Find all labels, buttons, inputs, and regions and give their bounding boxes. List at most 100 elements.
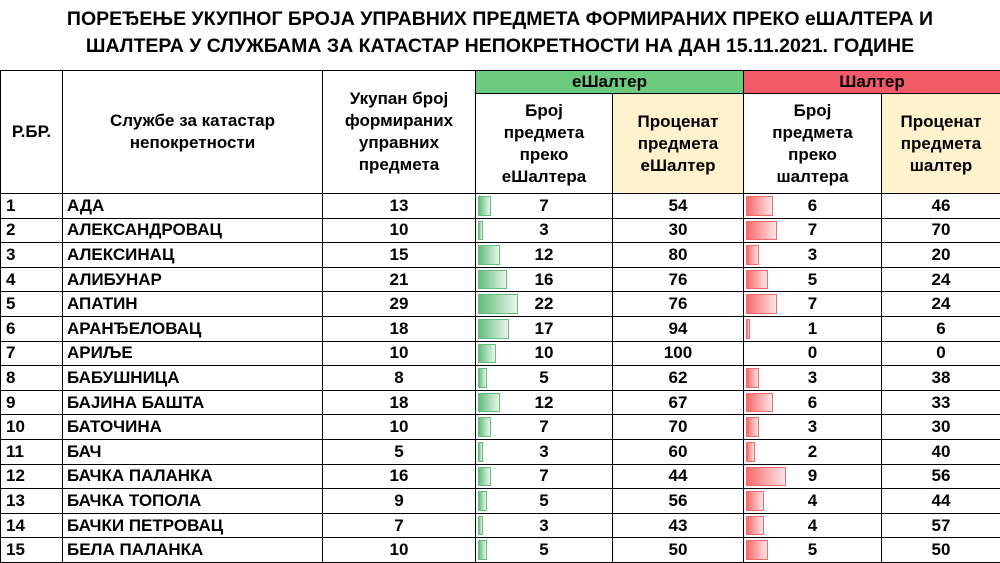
eshalter-count: 3 xyxy=(475,512,613,539)
eshalter-percent: 56 xyxy=(612,488,744,514)
table-row: 7 АРИЉЕ 10 10 100 0 0 xyxy=(0,340,1000,367)
table-row: 9 БАЈИНА БАШТА 18 12 67 6 33 xyxy=(0,389,1000,416)
total-count: 10 xyxy=(322,414,476,440)
shalter-count-value: 9 xyxy=(807,466,818,486)
green-data-bar xyxy=(478,392,500,413)
table-row: 4 АЛИБУНАР 21 16 76 5 24 xyxy=(0,266,1000,293)
row-number: 12 xyxy=(0,463,63,490)
shalter-percent: 56 xyxy=(880,463,1000,490)
shalter-count: 3 xyxy=(743,365,882,391)
green-data-bar xyxy=(478,318,509,339)
row-number: 1 xyxy=(0,193,63,219)
red-data-bar xyxy=(746,368,760,388)
table-row: 13 БАЧКА ТОПОЛА 9 5 56 4 44 xyxy=(0,488,1000,514)
office-name: АЛИБУНАР xyxy=(62,266,323,293)
eshalter-count: 22 xyxy=(475,291,613,317)
eshalter-count-value: 7 xyxy=(539,195,549,215)
table-row: 15 БЕЛА ПАЛАНКА 10 5 50 5 50 xyxy=(0,537,1000,563)
total-count: 5 xyxy=(322,438,476,465)
table-row: 10 БАТОЧИНА 10 7 70 3 30 xyxy=(0,414,1000,440)
eshalter-percent: 62 xyxy=(612,365,744,391)
total-count: 13 xyxy=(322,193,476,219)
table-body: 1 АДА 13 7 54 6 46 2 АЛЕКСАНДРОВАЦ 10 3 30 7 70 3 АЛЕКС… xyxy=(0,193,1000,563)
shalter-count: 1 xyxy=(743,315,882,342)
table-row: 2 АЛЕКСАНДРОВАЦ 10 3 30 7 70 xyxy=(0,217,1000,244)
title-line-1: ПОРЕЂЕЊЕ УКУПНОГ БРОЈА УПРАВНИХ ПРЕДМЕТА… xyxy=(66,8,934,30)
row-number: 5 xyxy=(0,291,63,317)
eshalter-percent: 30 xyxy=(612,217,744,244)
header-rb: Р.БР. xyxy=(0,70,63,194)
shalter-count: 5 xyxy=(743,266,882,293)
shalter-count: 4 xyxy=(743,488,882,514)
table-row: 12 БАЧКА ПАЛАНКА 16 7 44 9 56 xyxy=(0,463,1000,490)
header-total: Укупан број формираних управних предмета xyxy=(322,70,476,194)
shalter-count-value: 7 xyxy=(807,294,818,314)
row-number: 13 xyxy=(0,488,63,514)
table-row: 3 АЛЕКСИНАЦ 15 12 80 3 20 xyxy=(0,242,1000,268)
eshalter-count-value: 3 xyxy=(539,441,549,461)
row-number: 3 xyxy=(0,242,63,268)
office-name: БЕЛА ПАЛАНКА xyxy=(62,537,323,563)
shalter-percent: 24 xyxy=(880,291,1000,317)
office-name: БАТОЧИНА xyxy=(62,414,323,440)
eshalter-count: 3 xyxy=(475,217,613,244)
total-count: 29 xyxy=(322,291,476,317)
eshalter-percent: 44 xyxy=(612,463,744,490)
header-eshalter-count: Број предмета преко еШалтера xyxy=(475,93,613,194)
row-number: 15 xyxy=(0,537,63,563)
shalter-percent: 40 xyxy=(880,438,1000,465)
eshalter-count-value: 7 xyxy=(539,466,549,486)
total-count: 18 xyxy=(322,315,476,342)
table-row: 8 БАБУШНИЦА 8 5 62 3 38 xyxy=(0,365,1000,391)
shalter-count: 9 xyxy=(743,463,882,490)
eshalter-count-value: 10 xyxy=(534,343,554,363)
green-data-bar xyxy=(478,441,484,462)
office-name: БАЧКА ПАЛАНКА xyxy=(62,463,323,490)
header-eshalter-group: еШалтер xyxy=(475,70,744,94)
office-name: АДА xyxy=(62,193,323,219)
row-number: 6 xyxy=(0,315,63,342)
header-office: Службе за катастар непокретности xyxy=(62,70,323,194)
red-data-bar xyxy=(746,515,764,536)
title-line-2: ШАЛТЕРА У СЛУЖБАМА ЗА КАТАСТАР НЕПОКРЕТН… xyxy=(85,35,915,57)
eshalter-percent: 50 xyxy=(612,537,744,563)
shalter-count: 6 xyxy=(743,193,882,219)
row-number: 10 xyxy=(0,414,63,440)
green-data-bar xyxy=(478,368,488,388)
eshalter-count: 5 xyxy=(475,488,613,514)
red-data-bar xyxy=(746,269,769,290)
office-name: БАЧКИ ПЕТРОВАЦ xyxy=(62,512,323,539)
office-name: БАЧ xyxy=(62,438,323,465)
eshalter-percent: 70 xyxy=(612,414,744,440)
shalter-count-value: 4 xyxy=(807,490,818,510)
total-count: 18 xyxy=(322,389,476,416)
eshalter-count-value: 12 xyxy=(534,244,554,264)
shalter-percent: 30 xyxy=(880,414,1000,440)
eshalter-count-value: 12 xyxy=(534,392,554,412)
red-data-bar xyxy=(746,392,773,413)
eshalter-count-value: 22 xyxy=(534,294,554,314)
shalter-count: 2 xyxy=(743,438,882,465)
total-count: 21 xyxy=(322,266,476,293)
eshalter-count-value: 3 xyxy=(539,220,549,240)
eshalter-count: 12 xyxy=(475,389,613,416)
eshalter-count: 5 xyxy=(475,365,613,391)
eshalter-count-value: 5 xyxy=(539,490,549,510)
eshalter-count: 7 xyxy=(475,414,613,440)
shalter-percent: 70 xyxy=(880,217,1000,244)
eshalter-count: 7 xyxy=(475,463,613,490)
shalter-count-value: 4 xyxy=(807,515,818,535)
shalter-percent: 38 xyxy=(880,365,1000,391)
row-number: 14 xyxy=(0,512,63,539)
shalter-percent: 24 xyxy=(880,266,1000,293)
green-data-bar xyxy=(478,466,491,487)
shalter-count-value: 0 xyxy=(807,343,818,363)
total-count: 15 xyxy=(322,242,476,268)
shalter-count-value: 5 xyxy=(807,540,818,560)
eshalter-count-value: 17 xyxy=(534,318,554,338)
green-data-bar xyxy=(478,196,491,216)
eshalter-count-value: 5 xyxy=(539,367,549,387)
shalter-count: 6 xyxy=(743,389,882,416)
shalter-percent: 33 xyxy=(880,389,1000,416)
header-shalter-group: Шалтер xyxy=(742,70,1000,94)
